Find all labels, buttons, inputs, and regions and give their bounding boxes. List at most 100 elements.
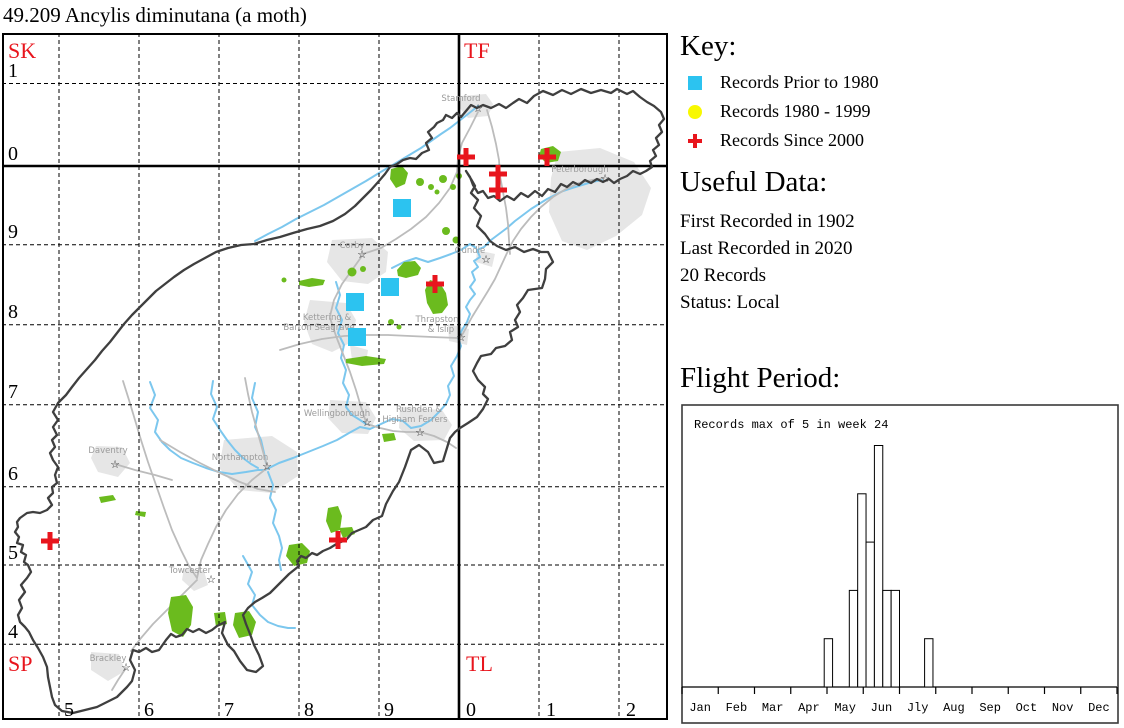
town-star-icon: ☆	[600, 172, 610, 185]
easting-label: 9	[384, 699, 394, 721]
town-star-icon: ☆	[481, 253, 491, 266]
easting-label: 1	[546, 699, 556, 721]
month-label: Apr	[798, 701, 820, 715]
town-label: Oundle	[455, 246, 485, 256]
town-star-icon: ☆	[473, 102, 483, 115]
town-label: Kettering &	[303, 313, 352, 323]
northing-label: 8	[8, 301, 18, 323]
town-label: Stamford	[441, 94, 480, 104]
northing-label: 6	[8, 463, 18, 485]
flight-period-chart: Records max of 5 in week 24 Jan Feb Mar Apr M…	[681, 404, 1119, 724]
record-marker-prior-1980	[346, 293, 364, 311]
grid-letter-TF: TF	[464, 38, 490, 63]
grid-letter-TL: TL	[466, 651, 493, 676]
month-label: May	[834, 701, 856, 715]
easting-label: 0	[466, 699, 476, 721]
town-label: Barton Seagrave	[283, 323, 354, 333]
key-item-label: Records Since 2000	[720, 130, 864, 150]
town-star-icon: ☆	[110, 458, 120, 471]
month-label: Nov	[1052, 701, 1074, 715]
record-marker-since-2000	[489, 181, 507, 199]
weekly-record-bar	[848, 589, 859, 688]
key-heading: Key:	[680, 30, 737, 62]
town-star-icon: ☆	[262, 460, 272, 473]
month-label: Dec	[1088, 701, 1110, 715]
easting-label: 2	[626, 699, 636, 721]
record-marker-since-2000	[329, 531, 347, 549]
map-frame	[2, 33, 668, 720]
northing-label: 9	[8, 221, 18, 243]
weekly-record-bar	[823, 638, 834, 688]
hundred-km-grid-lines	[2, 33, 668, 720]
town-label: Thrapston	[414, 315, 458, 325]
weekly-record-bar	[890, 589, 900, 688]
roads	[111, 109, 605, 691]
status-line: Status: Local	[680, 292, 780, 313]
square-icon	[688, 76, 702, 90]
grid-letter-SK: SK	[8, 38, 36, 63]
northing-label: 4	[8, 621, 18, 643]
record-marker-prior-1980	[393, 199, 411, 217]
grid-lines	[2, 33, 668, 720]
chart-annotation: Records max of 5 in week 24	[694, 418, 888, 432]
county-boundary	[13, 87, 666, 715]
town-label: Northampton	[212, 453, 269, 463]
town-label: & Islip	[428, 325, 454, 335]
northing-label: 5	[8, 542, 18, 564]
town-star-icon: ☆	[415, 426, 425, 439]
urban-areas	[91, 94, 651, 681]
northing-label: 7	[8, 381, 18, 403]
weekly-record-bar	[857, 493, 867, 688]
record-marker-prior-1980	[348, 328, 366, 346]
month-label: Jly	[907, 701, 929, 715]
town-label: Towcester	[168, 566, 212, 576]
northing-label: 1	[8, 60, 18, 82]
month-label: Sep	[979, 701, 1001, 715]
town-label: Corby	[339, 241, 364, 251]
town-label: Wellingborough	[304, 409, 370, 419]
woodland	[99, 146, 561, 638]
key-item-label: Records 1980 - 1999	[720, 101, 871, 121]
town-label: Peterborough	[551, 165, 608, 175]
month-label: Jun	[871, 701, 893, 715]
month-label: Oct	[1016, 701, 1038, 715]
town-label: Brackley	[90, 654, 127, 664]
record-marker-prior-1980	[381, 278, 399, 296]
month-label: Aug	[943, 701, 965, 715]
month-label: Jan	[689, 701, 711, 715]
town-star-icon: ☆	[206, 573, 216, 586]
weekly-record-bar	[873, 445, 884, 688]
last-recorded-line: Last Recorded in 2020	[680, 238, 853, 259]
weekly-record-bar	[882, 589, 892, 688]
useful-data-heading: Useful Data:	[680, 166, 828, 198]
town-label: Higham Ferrers	[382, 415, 448, 425]
weekly-record-bar	[865, 541, 875, 688]
weekly-record-bar	[924, 638, 934, 688]
key-item-label: Records Prior to 1980	[720, 72, 879, 92]
record-marker-since-2000	[41, 532, 59, 550]
record-marker-since-2000	[426, 275, 444, 293]
record-marker-since-2000	[457, 148, 475, 166]
easting-label: 7	[224, 699, 234, 721]
easting-label: 8	[304, 699, 314, 721]
record-count-line: 20 Records	[680, 265, 767, 286]
town-star-icon: ☆	[362, 416, 372, 429]
chart-border	[681, 404, 1119, 724]
flight-period-heading: Flight Period:	[680, 362, 841, 394]
record-marker-since-2000	[538, 148, 556, 166]
town-star-icon: ☆	[121, 661, 131, 674]
circle-icon	[688, 105, 702, 119]
month-label: Feb	[726, 701, 748, 715]
side-panel: Key: Records Prior to 1980 Records 1980 …	[678, 0, 1124, 728]
town-star-icon: ☆	[456, 331, 466, 344]
first-recorded-line: First Recorded in 1902	[680, 211, 855, 232]
town-star-icon: ☆	[357, 248, 367, 261]
easting-label: 5	[64, 699, 74, 721]
cross-icon	[688, 134, 702, 148]
record-marker-since-2000	[489, 165, 507, 183]
grid-letter-SP: SP	[8, 651, 32, 676]
northing-label: 0	[8, 143, 18, 165]
town-label: Daventry	[88, 446, 127, 456]
